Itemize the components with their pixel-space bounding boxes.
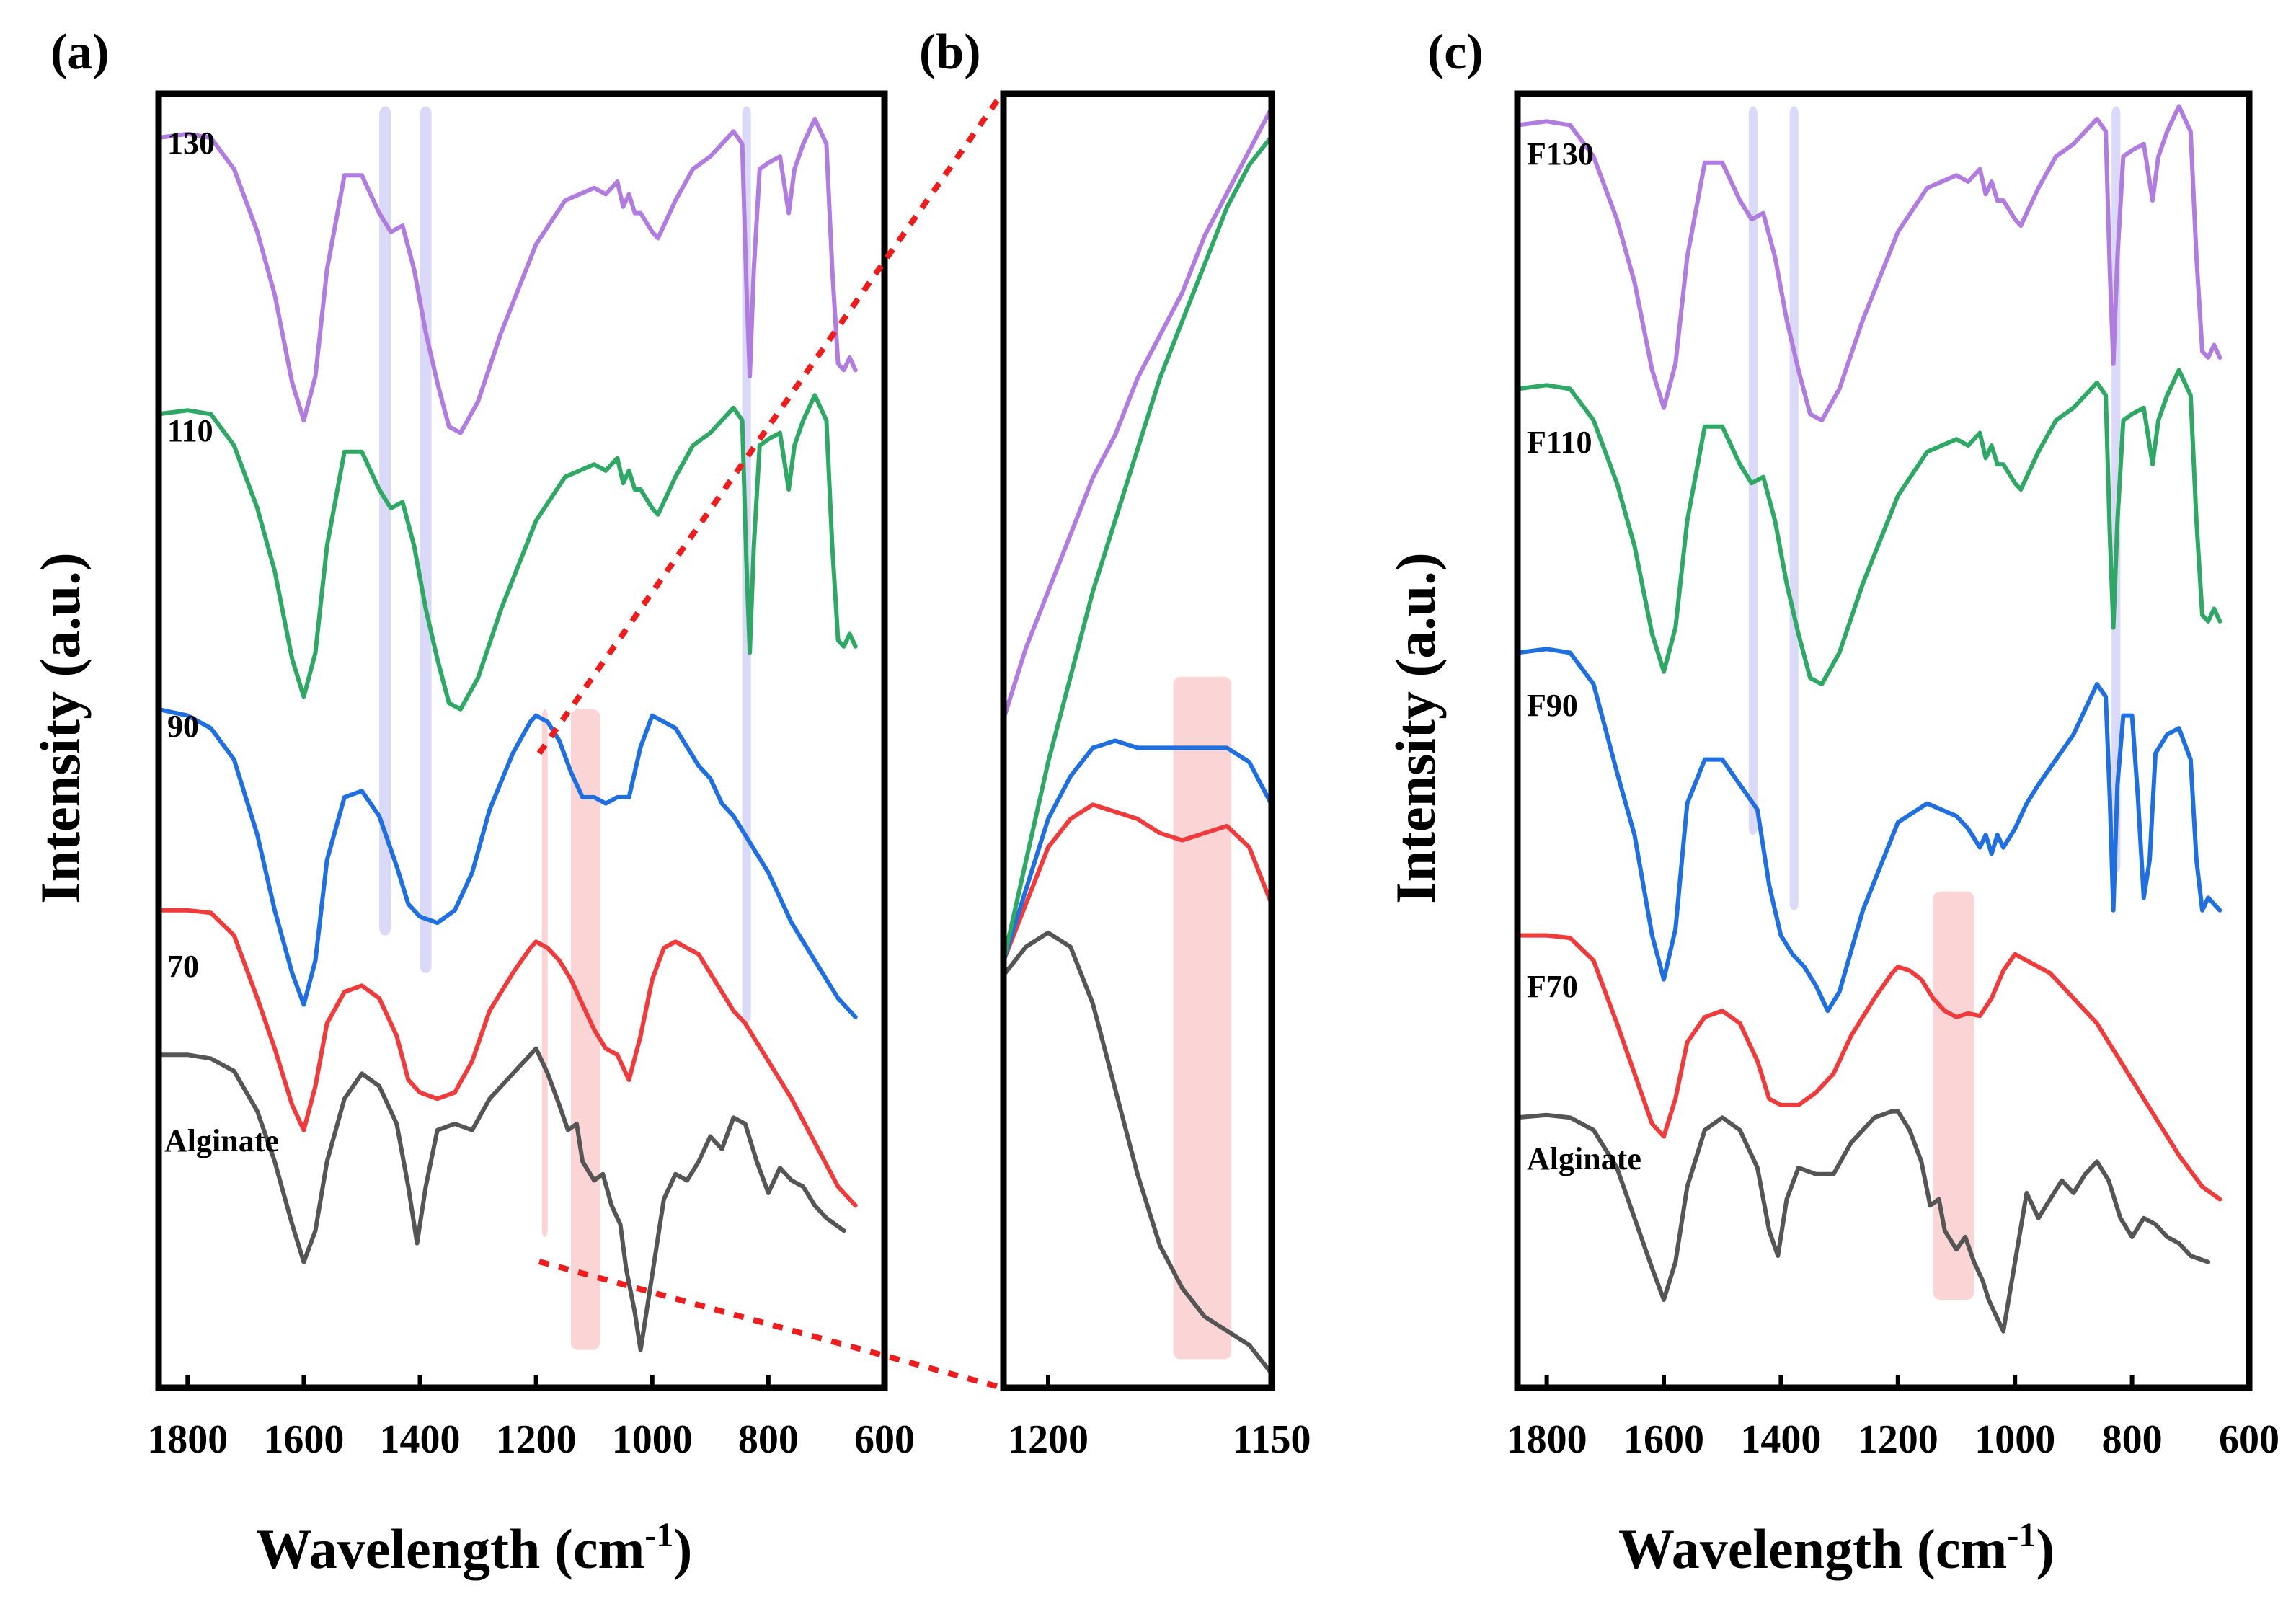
- panel-a-y-axis-title: Intensity (a.u.): [29, 552, 92, 904]
- panel-c-tick-label-1800: 1800: [1507, 1417, 1587, 1462]
- panel-label-b: (b): [919, 25, 981, 80]
- panel-c-series-group: [1515, 104, 2222, 1334]
- panel-b-series-90: [1001, 738, 1274, 964]
- panel-b-series-70: [1001, 802, 1274, 964]
- panel-b-series-110: [1001, 134, 1274, 964]
- panel-b-series-130: [1001, 105, 1274, 722]
- panel-a-tick-label-1400: 1400: [380, 1417, 461, 1462]
- zoom-connector-bottom: [538, 1259, 1003, 1391]
- series-label-alginate: Alginate: [164, 1123, 279, 1158]
- panel-a-series-90: [156, 706, 858, 1019]
- panel-c-series-labels: Alginate F70 F90 F110 F130: [1527, 136, 1641, 1176]
- panel-a-series-70: [156, 908, 858, 1208]
- panel-a-frame: [155, 90, 888, 1391]
- panel-a-tick-label-1600: 1600: [263, 1417, 344, 1462]
- panel-b-plot: 1200 1150: [1000, 90, 1311, 1462]
- panel-b-highlight-bands: [1173, 676, 1232, 1360]
- panel-c-plot: 1800 1600 1400 1200 1000 800 600 Wavelength (c…: [1384, 90, 2279, 1580]
- panel-a-tick-label-600: 600: [854, 1417, 915, 1462]
- panel-c-series-f130: [1515, 104, 2222, 423]
- panel-c-y-axis-title: Intensity (a.u.): [1384, 552, 1447, 904]
- panel-a-band-1: [420, 106, 432, 973]
- panel-a-plot: 1800 1600 1400 1200 1000 800 600 Wavelength (c…: [29, 90, 915, 1580]
- panel-a-series-110: [156, 393, 858, 712]
- panel-c-tick-label-600: 600: [2219, 1417, 2279, 1462]
- panel-b-series-alginate: [1001, 930, 1274, 1376]
- panel-a-tick-label-1200: 1200: [496, 1417, 577, 1462]
- panel-a-series-labels: Alginate 70 90 110 130: [164, 125, 279, 1158]
- panel-c-highlight-bands: [1748, 106, 2121, 1300]
- panel-c-series-f70: [1515, 933, 2222, 1202]
- panel-c-series-alginate: [1515, 1109, 2211, 1334]
- panel-c-frame: [1514, 90, 2253, 1391]
- panel-a-series-alginate: [156, 1046, 846, 1352]
- panel-a-series-130: [156, 116, 858, 435]
- panel-a-x-ticks: 1800 1600 1400 1200 1000 800 600: [147, 1375, 915, 1462]
- panel-c-x-axis-title: Wavelength (cm-1): [1618, 1516, 2055, 1580]
- panel-b-x-ticks: 1200 1150: [1008, 1375, 1311, 1462]
- panel-label-c: (c): [1427, 25, 1484, 80]
- panel-c-band-0: [1748, 106, 1758, 835]
- panel-c-band-1: [1789, 106, 1799, 910]
- zoom-connector-top: [536, 92, 1005, 755]
- series-label-f130: F130: [1527, 136, 1594, 172]
- panel-b-series-group: [1001, 105, 1274, 1376]
- panel-a-band-4: [570, 709, 600, 1350]
- series-label-110: 110: [167, 413, 213, 448]
- panel-b-band-0: [1173, 676, 1232, 1360]
- panel-c-tick-label-1000: 1000: [1974, 1417, 2055, 1462]
- panel-a-tick-label-1000: 1000: [612, 1417, 693, 1462]
- panel-c-tick-label-800: 800: [2102, 1417, 2163, 1462]
- panel-c-series-f90: [1515, 647, 2222, 1014]
- panel-c-x-ticks: 1800 1600 1400 1200 1000 800 600: [1507, 1375, 2279, 1462]
- series-label-70: 70: [167, 949, 199, 984]
- panel-a-tick-label-800: 800: [738, 1417, 799, 1462]
- panel-c-tick-label-1200: 1200: [1858, 1417, 1938, 1462]
- panel-b-frame: [1000, 90, 1275, 1391]
- panel-a-tick-label-1800: 1800: [147, 1417, 228, 1462]
- panel-c-band-3: [1933, 891, 1974, 1300]
- panel-a-series-group: [156, 116, 858, 1352]
- panel-b-tick-label-1200: 1200: [1008, 1417, 1089, 1462]
- series-label-90: 90: [167, 709, 199, 744]
- panel-b-tick-label-1150: 1150: [1233, 1417, 1311, 1462]
- panel-label-a: (a): [50, 25, 110, 80]
- series-label-f110: F110: [1527, 425, 1592, 460]
- series-label-f90: F90: [1527, 688, 1578, 723]
- panel-a-band-0: [379, 106, 391, 936]
- panel-c-tick-label-1400: 1400: [1740, 1417, 1821, 1462]
- panel-c-tick-label-1600: 1600: [1623, 1417, 1704, 1462]
- panel-a-band-3: [541, 709, 548, 1237]
- series-label-f70: F70: [1527, 969, 1578, 1004]
- series-label-130: 130: [167, 125, 215, 161]
- series-label-alginate-c: Alginate: [1527, 1141, 1641, 1176]
- panel-a-x-axis-title: Wavelength (cm-1): [256, 1516, 692, 1580]
- panel-c-series-f110: [1515, 368, 2222, 687]
